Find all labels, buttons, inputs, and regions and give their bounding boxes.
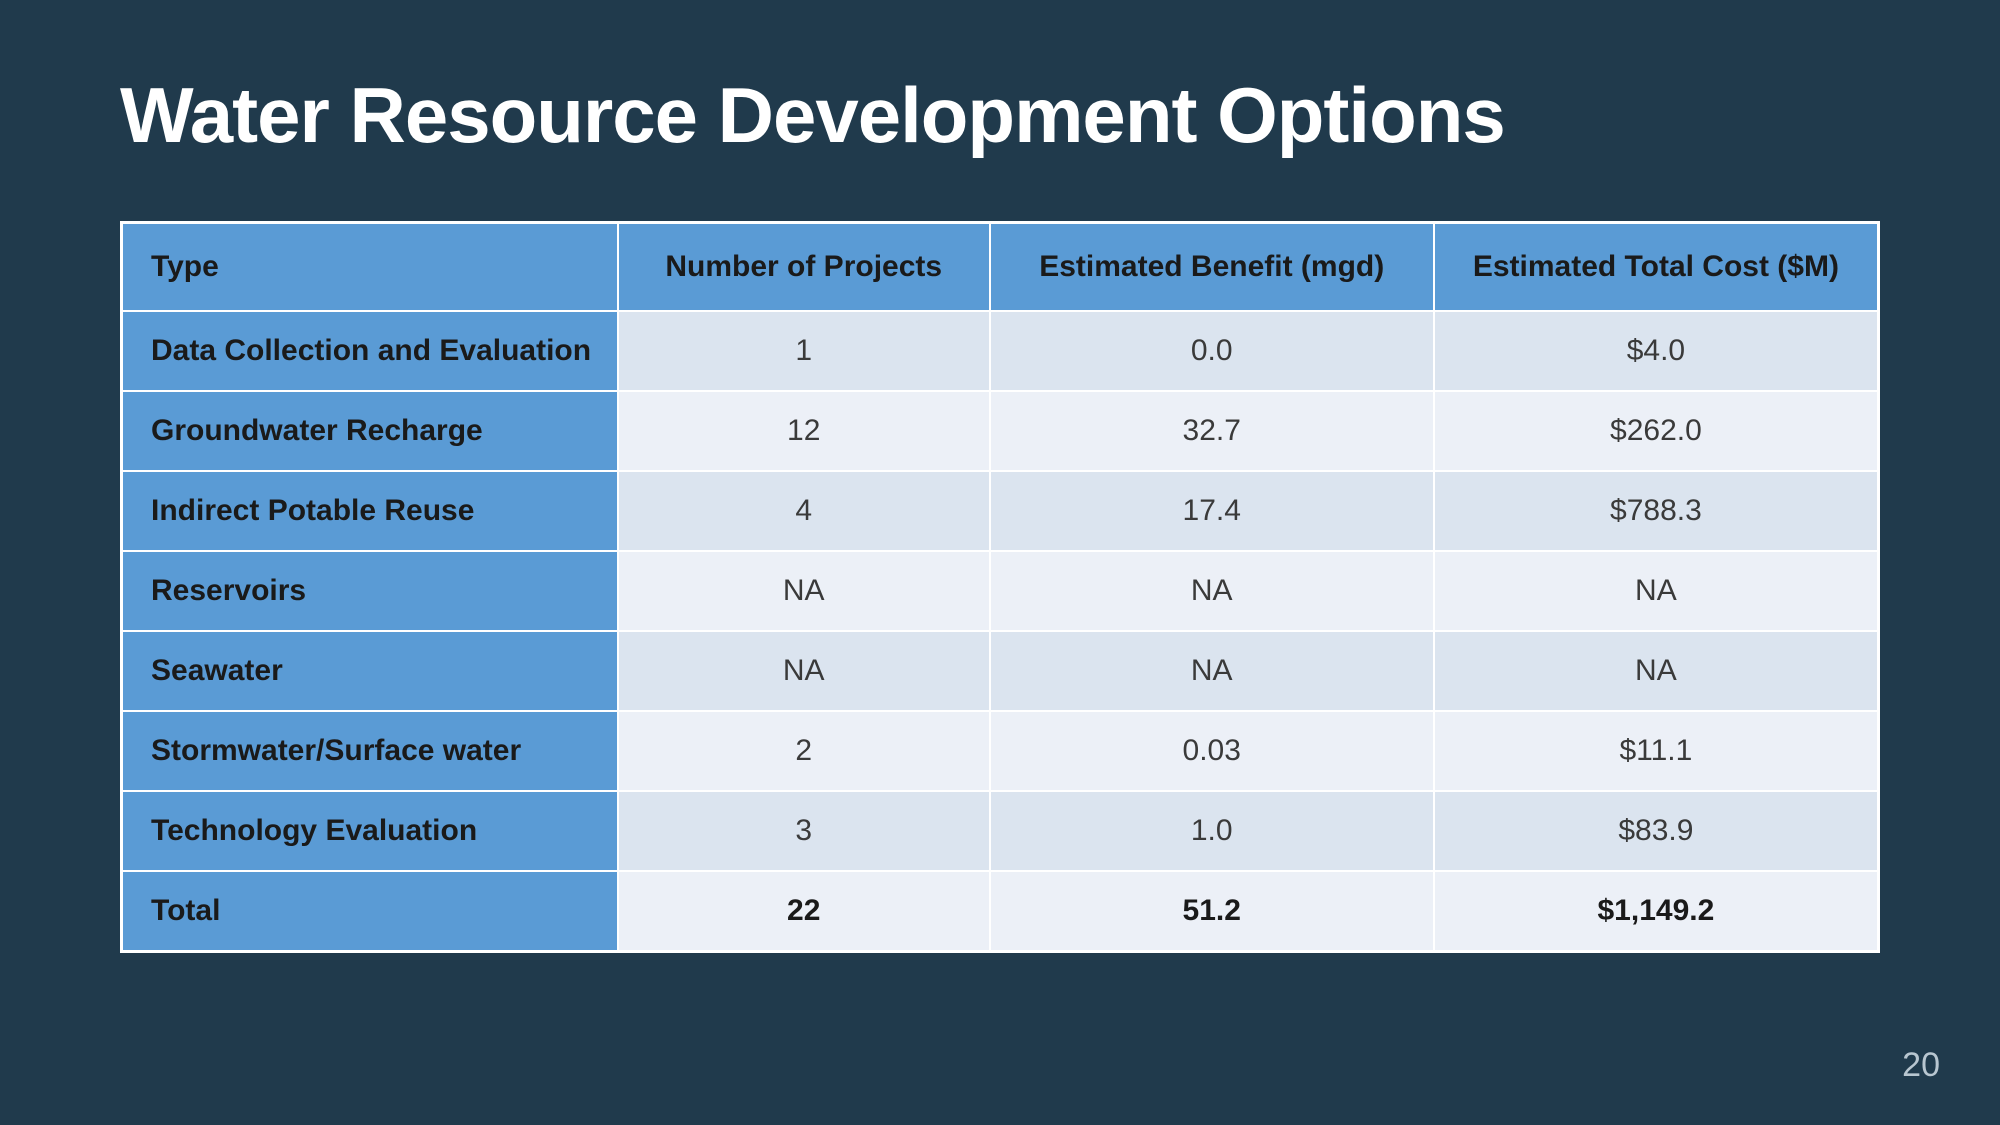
page-number: 20 xyxy=(1902,1046,1940,1085)
table-row: Indirect Potable Reuse 4 17.4 $788.3 xyxy=(122,471,1878,551)
table-row-total: Total 22 51.2 $1,149.2 xyxy=(122,871,1878,951)
cell-cost: NA xyxy=(1434,631,1878,711)
cell-projects-total: 22 xyxy=(618,871,990,951)
cell-benefit: 0.03 xyxy=(990,711,1434,791)
table-row: Stormwater/Surface water 2 0.03 $11.1 xyxy=(122,711,1878,791)
col-header-cost: Estimated Total Cost ($M) xyxy=(1434,223,1878,311)
cell-cost: $11.1 xyxy=(1434,711,1878,791)
table-row: Seawater NA NA NA xyxy=(122,631,1878,711)
cell-benefit: NA xyxy=(990,631,1434,711)
cell-cost: $262.0 xyxy=(1434,391,1878,471)
cell-projects: 3 xyxy=(618,791,990,871)
row-label: Technology Evaluation xyxy=(122,791,618,871)
col-header-type: Type xyxy=(122,223,618,311)
row-label: Groundwater Recharge xyxy=(122,391,618,471)
table-row: Groundwater Recharge 12 32.7 $262.0 xyxy=(122,391,1878,471)
row-label: Seawater xyxy=(122,631,618,711)
cell-projects: NA xyxy=(618,631,990,711)
page-title: Water Resource Development Options xyxy=(120,70,1880,161)
row-label-total: Total xyxy=(122,871,618,951)
cell-benefit: 32.7 xyxy=(990,391,1434,471)
table-header-row: Type Number of Projects Estimated Benefi… xyxy=(122,223,1878,311)
row-label: Reservoirs xyxy=(122,551,618,631)
table-row: Data Collection and Evaluation 1 0.0 $4.… xyxy=(122,311,1878,391)
cell-benefit: 17.4 xyxy=(990,471,1434,551)
row-label: Data Collection and Evaluation xyxy=(122,311,618,391)
cell-benefit: 1.0 xyxy=(990,791,1434,871)
row-label: Stormwater/Surface water xyxy=(122,711,618,791)
cell-cost: NA xyxy=(1434,551,1878,631)
cell-projects: 1 xyxy=(618,311,990,391)
col-header-benefit: Estimated Benefit (mgd) xyxy=(990,223,1434,311)
cell-cost-total: $1,149.2 xyxy=(1434,871,1878,951)
slide: Water Resource Development Options Type … xyxy=(0,0,2000,1125)
cell-projects: 12 xyxy=(618,391,990,471)
cell-cost: $83.9 xyxy=(1434,791,1878,871)
cell-cost: $788.3 xyxy=(1434,471,1878,551)
table-row: Reservoirs NA NA NA xyxy=(122,551,1878,631)
cell-projects: 2 xyxy=(618,711,990,791)
cell-benefit-total: 51.2 xyxy=(990,871,1434,951)
row-label: Indirect Potable Reuse xyxy=(122,471,618,551)
col-header-projects: Number of Projects xyxy=(618,223,990,311)
cell-benefit: NA xyxy=(990,551,1434,631)
cell-projects: 4 xyxy=(618,471,990,551)
cell-projects: NA xyxy=(618,551,990,631)
cell-benefit: 0.0 xyxy=(990,311,1434,391)
cell-cost: $4.0 xyxy=(1434,311,1878,391)
table-row: Technology Evaluation 3 1.0 $83.9 xyxy=(122,791,1878,871)
options-table: Type Number of Projects Estimated Benefi… xyxy=(120,221,1880,953)
